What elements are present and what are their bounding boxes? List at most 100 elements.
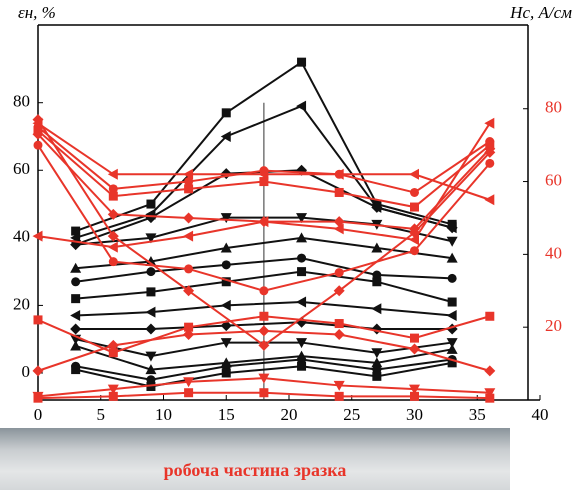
x-tick-label: 10 xyxy=(155,405,172,424)
x-tick-label: 5 xyxy=(97,405,106,424)
marker xyxy=(259,166,269,176)
y-axis-label: εн, % xyxy=(18,3,56,22)
marker xyxy=(183,328,195,340)
marker xyxy=(297,267,307,277)
marker xyxy=(259,388,269,398)
marker xyxy=(447,297,457,307)
marker xyxy=(70,323,82,335)
marker xyxy=(184,184,194,194)
marker xyxy=(259,177,269,187)
marker xyxy=(184,177,194,187)
marker xyxy=(108,184,118,194)
marker xyxy=(409,227,420,239)
marker xyxy=(107,241,118,253)
y-tick-label: 60 xyxy=(13,159,30,178)
marker xyxy=(146,287,156,297)
marker xyxy=(409,234,419,246)
marker xyxy=(145,212,157,224)
marker xyxy=(183,230,194,242)
marker xyxy=(221,108,231,118)
marker xyxy=(485,158,495,168)
marker xyxy=(107,384,119,395)
marker xyxy=(258,373,270,384)
marker xyxy=(446,343,458,354)
marker xyxy=(371,348,383,359)
marker xyxy=(296,100,307,112)
marker xyxy=(297,57,307,67)
marker xyxy=(484,117,495,129)
marker xyxy=(372,371,382,381)
marker xyxy=(447,358,457,368)
marker xyxy=(410,333,419,343)
marker xyxy=(108,191,118,201)
marker xyxy=(333,285,345,297)
marker xyxy=(410,391,419,401)
series-line xyxy=(75,344,453,371)
marker xyxy=(33,393,43,403)
marker xyxy=(220,213,232,224)
marker xyxy=(107,339,119,351)
marker xyxy=(259,286,269,296)
marker xyxy=(334,319,344,329)
marker xyxy=(107,208,119,220)
x-tick-label: 35 xyxy=(469,405,486,424)
marker xyxy=(220,338,232,349)
marker xyxy=(33,315,43,325)
marker xyxy=(334,169,344,179)
y-tick-label: 80 xyxy=(13,92,30,111)
marker xyxy=(184,388,194,398)
marker xyxy=(334,391,344,401)
marker xyxy=(371,201,383,213)
marker xyxy=(71,294,81,304)
marker xyxy=(221,277,231,287)
marker xyxy=(184,322,194,332)
marker xyxy=(297,253,307,263)
y-tick-label: 40 xyxy=(13,227,30,246)
marker xyxy=(485,311,495,321)
marker xyxy=(297,361,307,371)
marker xyxy=(145,255,157,266)
marker xyxy=(372,365,382,375)
marker xyxy=(372,277,382,287)
caption: робоча частина зразка xyxy=(163,460,347,480)
chart: εн, % Hc, А/см 0 5 10 15 20 25 30 35 40 0 20 40 60 80… xyxy=(13,3,572,424)
marker xyxy=(145,233,157,244)
marker xyxy=(484,194,495,206)
series-line xyxy=(75,236,453,270)
marker xyxy=(70,340,82,351)
marker xyxy=(183,168,194,180)
series-line xyxy=(75,321,453,331)
y-tick-label: 20 xyxy=(13,294,30,313)
marker xyxy=(333,380,345,391)
series-line xyxy=(75,257,453,283)
marker xyxy=(410,202,419,212)
marker xyxy=(446,338,458,349)
series-line xyxy=(75,270,453,303)
marker xyxy=(183,377,195,388)
x-tick-label: 20 xyxy=(281,405,298,424)
series-line xyxy=(75,358,453,381)
marker xyxy=(184,264,194,274)
marker xyxy=(258,339,270,351)
marker xyxy=(145,323,157,335)
x-tick-label: 25 xyxy=(343,405,360,424)
marker xyxy=(446,236,458,247)
marker xyxy=(296,338,308,349)
x-tick-label: 0 xyxy=(34,405,43,424)
marker xyxy=(108,257,118,267)
marker xyxy=(296,213,308,224)
marker xyxy=(258,325,270,337)
marker xyxy=(297,354,307,364)
marker xyxy=(259,311,269,321)
marker xyxy=(410,187,419,197)
marker xyxy=(371,303,382,315)
marker xyxy=(333,328,345,340)
marker xyxy=(220,242,232,253)
series-line xyxy=(75,361,453,388)
marker xyxy=(484,388,496,399)
marker xyxy=(447,273,457,283)
marker xyxy=(334,268,344,278)
marker xyxy=(409,343,420,355)
marker xyxy=(371,357,383,368)
marker xyxy=(70,310,81,322)
